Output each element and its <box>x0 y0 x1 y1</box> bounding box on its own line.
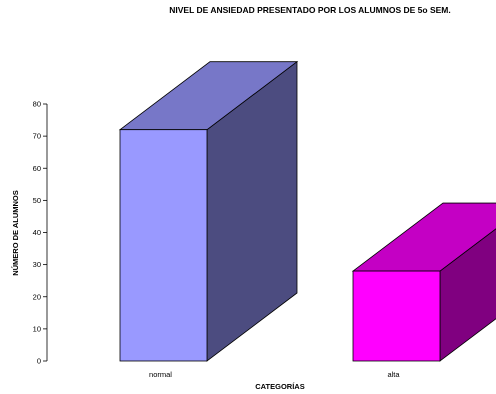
y-tick-label: 30 <box>33 260 41 269</box>
category-label-alta: alta <box>387 370 400 379</box>
y-tick-label: 0 <box>37 357 41 366</box>
category-labels: normal alta <box>149 370 400 379</box>
y-tick-label: 20 <box>33 292 41 301</box>
y-tick-label: 80 <box>33 100 41 109</box>
y-tick-label: 70 <box>33 132 41 141</box>
chart-title: NIVEL DE ANSIEDAD PRESENTADO POR LOS ALU… <box>169 5 450 15</box>
bars <box>118 60 496 362</box>
y-tick-label: 50 <box>33 196 41 205</box>
bar-front <box>119 129 208 362</box>
y-axis: 0 10 20 30 40 50 60 70 80 <box>33 100 48 366</box>
y-tick-label: 40 <box>33 228 41 237</box>
category-label-normal: normal <box>149 370 172 379</box>
y-tick-label: 60 <box>33 164 41 173</box>
bar-alta <box>351 202 496 362</box>
y-tick-label: 10 <box>33 324 41 333</box>
bar-normal <box>118 60 299 362</box>
bar-front <box>352 270 441 362</box>
x-axis-label: CATEGORÍAS <box>255 382 304 391</box>
y-axis-label: NÚMERO DE ALUMNOS <box>11 190 20 276</box>
